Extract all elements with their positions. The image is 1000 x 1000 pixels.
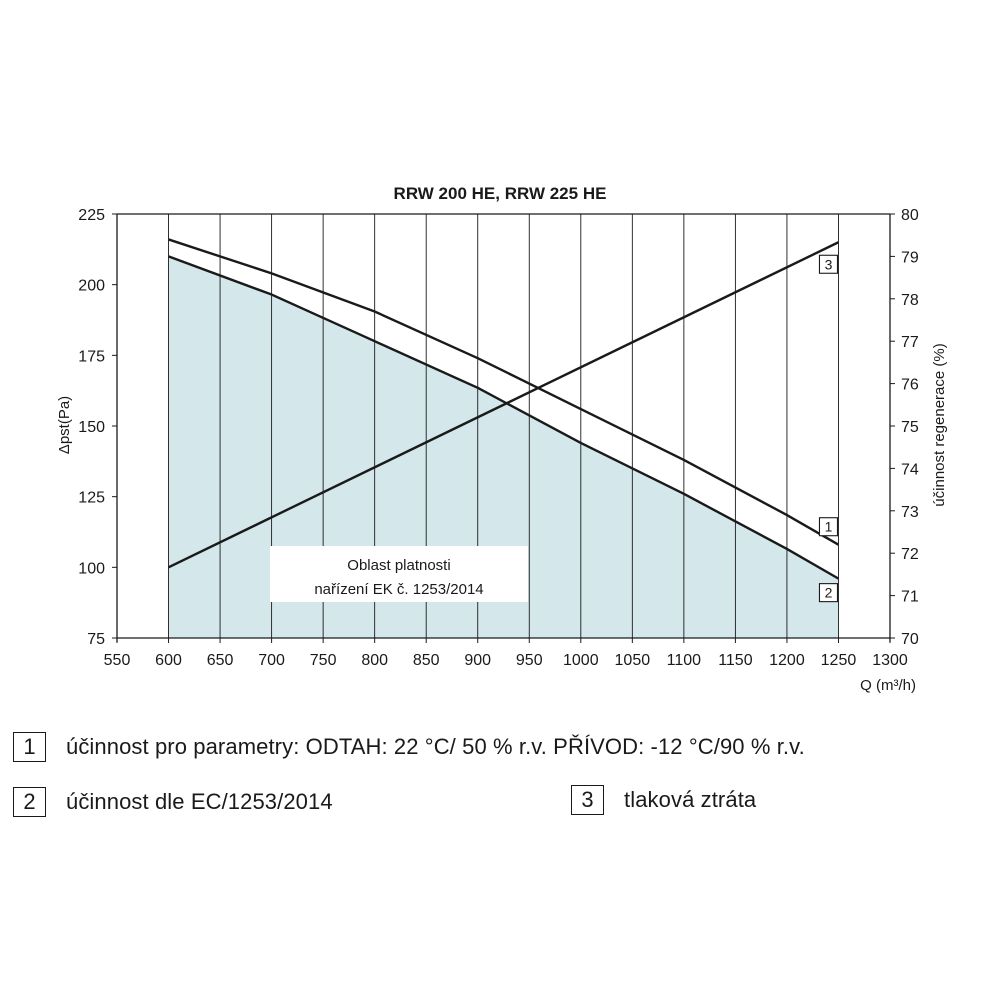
x-tick-label-1250: 1250 bbox=[821, 652, 857, 669]
x-tick-label-550: 550 bbox=[104, 652, 131, 669]
legend-number-box-2: 2 bbox=[13, 787, 46, 817]
y-left-tick-label-200: 200 bbox=[78, 278, 105, 295]
legend-text-3: tlaková ztráta bbox=[624, 787, 757, 812]
y-left-axis-title: Δpst(Pa) bbox=[56, 396, 73, 454]
x-tick-label-850: 850 bbox=[413, 652, 440, 669]
chart-title: RRW 200 HE, RRW 225 HE bbox=[394, 184, 607, 203]
x-tick-label-750: 750 bbox=[310, 652, 337, 669]
region-label-line2: nařízení EK č. 1253/2014 bbox=[314, 581, 483, 598]
y-right-tick-label-77: 77 bbox=[901, 334, 919, 351]
x-tick-label-700: 700 bbox=[258, 652, 285, 669]
y-left-tick-label-125: 125 bbox=[78, 490, 105, 507]
legend-item-1: 1 účinnost pro parametry: ODTAH: 22 °C/ … bbox=[13, 732, 805, 762]
x-axis-title: Q (m³/h) bbox=[860, 677, 916, 694]
axes: 550 600 650 700 750 800 850 900 950 1000 1050 1100 1… bbox=[78, 207, 919, 669]
y-right-tick-label-74: 74 bbox=[901, 461, 919, 478]
x-tick-label-1050: 1050 bbox=[615, 652, 651, 669]
series-marker-label-2: 2 bbox=[825, 585, 833, 601]
series-marker-2: 2 bbox=[818, 583, 839, 603]
series-marker-box-1 bbox=[818, 517, 839, 537]
legend-text-2: účinnost dle EC/1253/2014 bbox=[66, 789, 333, 814]
series-marker-1: 1 bbox=[818, 517, 839, 537]
y-right-tick-label-70: 70 bbox=[901, 631, 919, 648]
y-right-tick-label-76: 76 bbox=[901, 377, 919, 394]
series-marker-label-1: 1 bbox=[825, 519, 833, 535]
series-line-3 bbox=[168, 241, 839, 569]
x-tick-label-1300: 1300 bbox=[872, 652, 908, 669]
x-tick-label-1000: 1000 bbox=[563, 652, 599, 669]
legend-text-1: účinnost pro parametry: ODTAH: 22 °C/ 50… bbox=[66, 734, 805, 759]
y-left-tick-label-100: 100 bbox=[78, 560, 105, 577]
x-tick-label-600: 600 bbox=[155, 652, 182, 669]
y-left-tick-label-75: 75 bbox=[87, 631, 105, 648]
y-left-tick-label-225: 225 bbox=[78, 207, 105, 224]
series-line-1 bbox=[168, 238, 840, 546]
x-tick-label-950: 950 bbox=[516, 652, 543, 669]
validity-region bbox=[168, 256, 839, 638]
series-marker-box-3 bbox=[818, 254, 839, 274]
x-tick-label-800: 800 bbox=[361, 652, 388, 669]
y-left-tick-label-175: 175 bbox=[78, 348, 105, 365]
region-label: Oblast platnosti nařízení EK č. 1253/201… bbox=[270, 546, 528, 602]
x-tick-label-650: 650 bbox=[207, 652, 234, 669]
legend-item-2: 2 účinnost dle EC/1253/2014 bbox=[13, 787, 333, 817]
legend-number-box-1: 1 bbox=[13, 732, 46, 762]
x-tick-label-1200: 1200 bbox=[769, 652, 805, 669]
y-right-tick-label-73: 73 bbox=[901, 504, 919, 521]
y-right-tick-label-78: 78 bbox=[901, 292, 919, 309]
legend-number-box-3: 3 bbox=[571, 785, 604, 815]
series bbox=[168, 238, 840, 580]
series-marker-box-2 bbox=[818, 583, 839, 603]
chart: RRW 200 HE, RRW 225 HE 550 600 650 700 750 80… bbox=[56, 184, 948, 694]
series-line-2 bbox=[168, 255, 840, 580]
y-right-tick-label-72: 72 bbox=[901, 546, 919, 563]
validity-region-fill bbox=[168, 256, 839, 638]
x-tick-label-1100: 1100 bbox=[667, 652, 702, 669]
y-left-tick-label-150: 150 bbox=[78, 419, 105, 436]
series-markers: 1 2 3 bbox=[818, 254, 839, 603]
series-marker-3: 3 bbox=[818, 254, 839, 274]
y-right-tick-label-75: 75 bbox=[901, 419, 919, 436]
y-right-tick-label-79: 79 bbox=[901, 249, 919, 266]
y-right-tick-label-80: 80 bbox=[901, 207, 919, 224]
y-right-axis-title: účinnost regenerace (%) bbox=[931, 343, 948, 506]
x-tick-label-900: 900 bbox=[464, 652, 491, 669]
x-tick-label-1150: 1150 bbox=[718, 652, 753, 669]
series-marker-label-3: 3 bbox=[825, 256, 833, 272]
legend-item-3: 3 tlaková ztráta bbox=[571, 785, 756, 815]
region-label-line1: Oblast platnosti bbox=[347, 557, 450, 574]
y-right-tick-label-71: 71 bbox=[901, 589, 919, 606]
